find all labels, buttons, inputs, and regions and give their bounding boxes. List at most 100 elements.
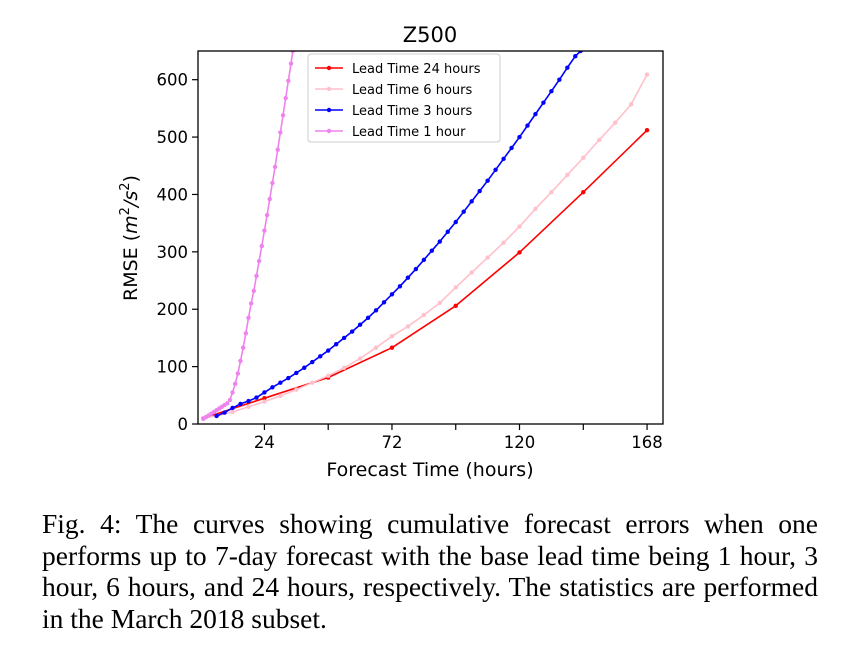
y-tick-label: 600 — [157, 71, 189, 90]
legend-item: Lead Time 6 hours — [315, 83, 472, 98]
x-tick-label: 120 — [504, 433, 536, 452]
data-point — [357, 322, 363, 327]
data-point — [275, 147, 280, 152]
legend-marker — [326, 128, 332, 134]
series-3 — [214, 51, 583, 419]
data-point — [246, 398, 251, 404]
data-point — [581, 155, 586, 160]
data-point — [612, 120, 618, 125]
data-point — [581, 189, 586, 195]
data-point — [283, 95, 288, 101]
x-tick-label: 72 — [381, 433, 402, 452]
data-point — [214, 413, 219, 419]
data-point — [272, 164, 278, 170]
x-axis-label: Forecast Time (hours) — [326, 459, 533, 481]
data-point — [240, 345, 246, 350]
data-point — [227, 397, 233, 403]
data-point — [469, 270, 474, 275]
data-point — [373, 345, 379, 350]
data-point — [557, 77, 562, 82]
data-point — [326, 348, 331, 353]
data-point — [349, 329, 355, 334]
data-point — [421, 257, 427, 263]
data-point — [397, 284, 403, 289]
data-point — [533, 111, 538, 117]
data-point — [405, 324, 411, 329]
data-point — [230, 409, 235, 415]
data-point — [509, 145, 514, 151]
data-point — [230, 405, 235, 411]
data-point — [517, 250, 522, 255]
data-point — [246, 404, 251, 409]
data-point — [517, 134, 522, 140]
data-point — [549, 189, 554, 195]
data-point — [267, 196, 272, 202]
data-point — [469, 199, 474, 204]
data-point — [230, 390, 235, 395]
legend-label: Lead Time 6 hours — [352, 83, 472, 98]
series-layer — [201, 51, 650, 422]
y-axis-unit-base: m — [120, 215, 142, 234]
series-4 — [201, 51, 296, 422]
data-point — [341, 335, 347, 341]
y-axis-label: RMSE (m2/s2) — [118, 175, 142, 301]
data-point — [310, 380, 315, 385]
data-point — [256, 258, 262, 264]
rmse-chart: Z500 0 100 200 300 400 500 600 24 72 120 168 Fore… — [118, 23, 664, 481]
data-point — [461, 209, 466, 214]
data-point — [225, 401, 230, 406]
data-point — [294, 387, 299, 392]
data-point — [453, 303, 458, 308]
data-point — [644, 127, 650, 133]
data-point — [597, 137, 602, 143]
legend-label: Lead Time 24 hours — [352, 62, 481, 77]
y-axis-unit-close: ) — [120, 175, 142, 182]
data-point — [278, 393, 283, 399]
data-point — [233, 381, 238, 387]
data-point — [389, 334, 395, 339]
data-point — [389, 345, 395, 350]
data-point — [477, 188, 482, 194]
legend-item: Lead Time 3 hours — [315, 104, 472, 119]
x-axis: 24 72 120 168 — [254, 424, 663, 452]
data-point — [238, 401, 243, 407]
data-point — [525, 123, 530, 128]
data-point — [294, 370, 299, 376]
data-point — [262, 399, 267, 404]
data-point — [365, 315, 371, 321]
data-point — [280, 113, 286, 118]
data-point — [286, 78, 291, 84]
data-point — [445, 229, 450, 234]
data-point — [278, 380, 283, 385]
data-point — [278, 130, 283, 135]
y-tick-label: 500 — [157, 128, 189, 147]
data-point — [286, 375, 291, 381]
data-point — [254, 273, 259, 279]
y-axis: 0 100 200 300 400 500 600 — [157, 71, 198, 434]
series-line — [202, 51, 294, 420]
data-point — [501, 240, 506, 245]
series-1 — [201, 127, 650, 421]
data-point — [413, 266, 419, 272]
data-point — [533, 206, 538, 212]
data-point — [270, 180, 275, 186]
data-point — [405, 275, 411, 280]
figure-caption: Fig. 4: The curves showing cumulative fo… — [42, 508, 818, 634]
y-tick-label: 300 — [157, 243, 189, 262]
data-point — [326, 373, 331, 378]
y-tick-label: 0 — [178, 415, 189, 434]
data-point — [485, 255, 490, 260]
chart-title: Z500 — [403, 23, 457, 47]
data-point — [373, 308, 379, 313]
data-point — [565, 172, 570, 178]
data-point — [501, 156, 506, 162]
legend-marker — [326, 65, 332, 71]
data-point — [262, 228, 267, 233]
data-point — [437, 239, 442, 244]
y-axis-unit-base2: s — [120, 191, 142, 201]
data-point — [251, 288, 256, 294]
data-point — [254, 395, 259, 400]
data-point — [357, 356, 363, 361]
data-point — [565, 65, 570, 70]
y-axis-unit-sup2: 2 — [118, 182, 133, 190]
